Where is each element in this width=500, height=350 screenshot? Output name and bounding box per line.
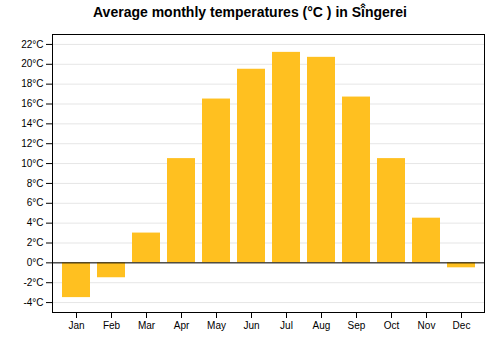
svg-text:14°C: 14°C [21,118,43,129]
svg-text:6°C: 6°C [27,197,44,208]
svg-text:0°C: 0°C [27,257,44,268]
html-text:Average monthly temperatures (: Average monthly temperatures (°C ) in Sî… [93,4,407,20]
svg-text:May: May [207,320,226,331]
svg-text:Mar: Mar [138,320,156,331]
svg-text:-4°C: -4°C [23,297,43,308]
svg-text:Oct: Oct [384,320,400,331]
svg-text:16°C: 16°C [21,98,43,109]
svg-text:22°C: 22°C [21,39,43,50]
svg-text:-2°C: -2°C [23,277,43,288]
svg-text:4°C: 4°C [27,217,44,228]
svg-text:12°C: 12°C [21,138,43,149]
svg-text:10°C: 10°C [21,158,43,169]
svg-text:Sep: Sep [348,320,366,331]
svg-text:Nov: Nov [418,320,436,331]
svg-text:Jun: Jun [243,320,259,331]
svg-text:Apr: Apr [174,320,190,331]
svg-text:18°C: 18°C [21,78,43,89]
svg-text:Jan: Jan [68,320,84,331]
svg-text:Dec: Dec [453,320,471,331]
svg-text:20°C: 20°C [21,58,43,69]
svg-text:2°C: 2°C [27,237,44,248]
svg-text:Jul: Jul [280,320,293,331]
svg-text:Feb: Feb [103,320,121,331]
svg-text:Aug: Aug [313,320,331,331]
svg-text:8°C: 8°C [27,178,44,189]
